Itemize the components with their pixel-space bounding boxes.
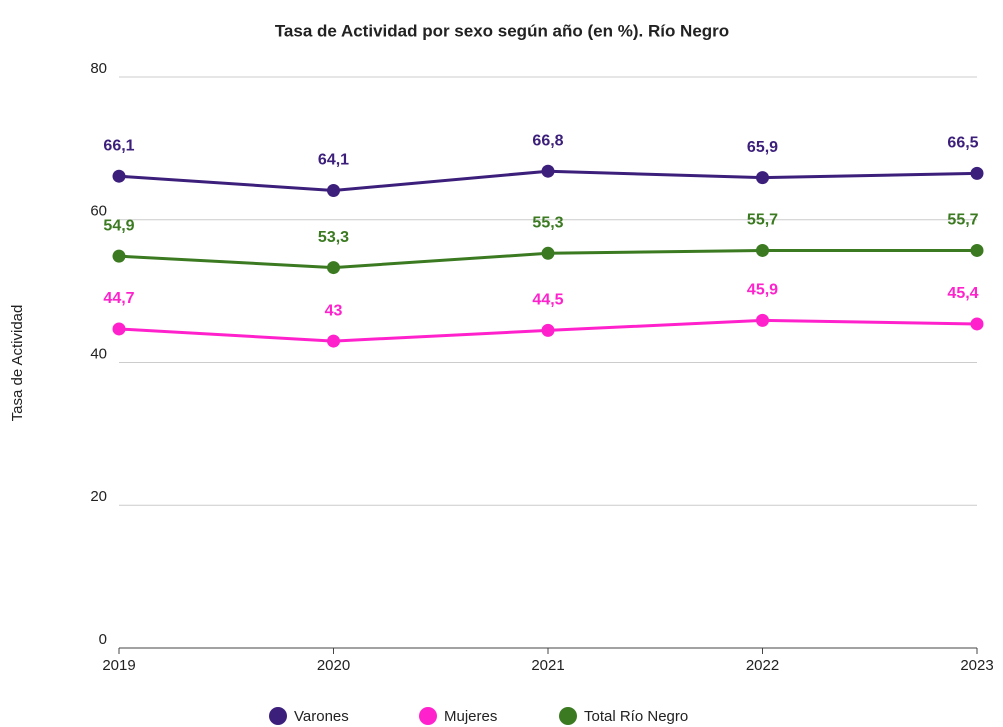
y-axis-label: Tasa de Actividad [9, 305, 26, 422]
data-point [327, 183, 340, 197]
y-tick-label: 60 [90, 203, 107, 220]
x-tick-label: 2022 [746, 657, 779, 674]
data-label: 45,4 [947, 285, 978, 302]
legend-marker [559, 707, 577, 725]
data-label: 54,9 [103, 217, 134, 234]
data-point [112, 169, 126, 183]
data-label: 55,7 [747, 212, 778, 229]
data-point [327, 334, 340, 348]
legend-label: Mujeres [444, 708, 497, 725]
data-label: 66,1 [103, 137, 134, 154]
data-point [112, 322, 126, 336]
data-label: 64,1 [318, 152, 349, 169]
data-point [327, 261, 340, 275]
x-tick-label: 2023 [960, 657, 993, 674]
x-tick-label: 2020 [317, 657, 350, 674]
data-point [970, 243, 984, 257]
data-point [970, 317, 984, 331]
data-label: 66,8 [532, 132, 563, 149]
data-label: 53,3 [318, 229, 349, 246]
chart-title: Tasa de Actividad por sexo según año (en… [275, 21, 729, 40]
legend-label: Total Río Negro [584, 708, 688, 725]
data-point [756, 243, 769, 257]
data-label: 55,3 [532, 215, 563, 232]
data-point [112, 249, 126, 263]
legend-marker [419, 707, 437, 725]
data-point [970, 166, 984, 180]
data-point [541, 323, 555, 337]
data-point [541, 246, 555, 260]
data-label: 55,7 [947, 212, 978, 229]
data-label: 65,9 [747, 139, 778, 156]
x-tick-label: 2021 [531, 657, 564, 674]
legend-label: Varones [294, 708, 349, 725]
legend-marker [269, 707, 287, 725]
data-label: 44,7 [103, 290, 134, 307]
data-label: 44,5 [532, 292, 563, 309]
data-point [756, 171, 769, 185]
data-label: 45,9 [747, 282, 778, 299]
data-point [756, 313, 769, 327]
y-tick-label: 40 [90, 345, 107, 362]
y-tick-label: 80 [90, 60, 107, 77]
y-tick-label: 0 [99, 631, 107, 648]
y-tick-label: 20 [90, 488, 107, 505]
x-tick-label: 2019 [102, 657, 135, 674]
data-label: 66,5 [947, 135, 978, 152]
data-point [541, 164, 555, 178]
data-label: 43 [325, 302, 343, 319]
